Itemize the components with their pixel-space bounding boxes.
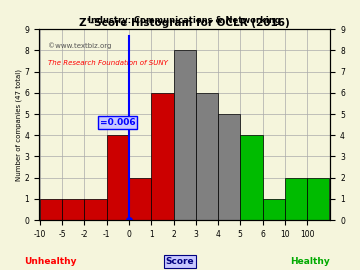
Bar xyxy=(196,93,218,220)
Bar xyxy=(129,178,151,220)
Bar xyxy=(151,93,174,220)
Title: Z'-Score Histogram for OCLR (2016): Z'-Score Histogram for OCLR (2016) xyxy=(79,19,290,29)
Text: =0.006: =0.006 xyxy=(100,118,136,127)
Bar xyxy=(62,199,85,220)
Text: Industry: Communications & Networking: Industry: Communications & Networking xyxy=(88,16,281,25)
Bar xyxy=(218,114,240,220)
Text: The Research Foundation of SUNY: The Research Foundation of SUNY xyxy=(48,60,167,66)
Bar xyxy=(40,199,62,220)
Y-axis label: Number of companies (47 total): Number of companies (47 total) xyxy=(15,69,22,181)
Bar xyxy=(85,199,107,220)
Bar xyxy=(262,199,285,220)
Bar xyxy=(107,135,129,220)
Bar xyxy=(285,178,307,220)
Text: Score: Score xyxy=(166,257,194,266)
Text: Unhealthy: Unhealthy xyxy=(24,257,77,266)
Bar xyxy=(240,135,262,220)
Text: ©www.textbiz.org: ©www.textbiz.org xyxy=(48,43,111,49)
Bar xyxy=(307,178,329,220)
Text: Healthy: Healthy xyxy=(290,257,329,266)
Bar xyxy=(174,50,196,220)
